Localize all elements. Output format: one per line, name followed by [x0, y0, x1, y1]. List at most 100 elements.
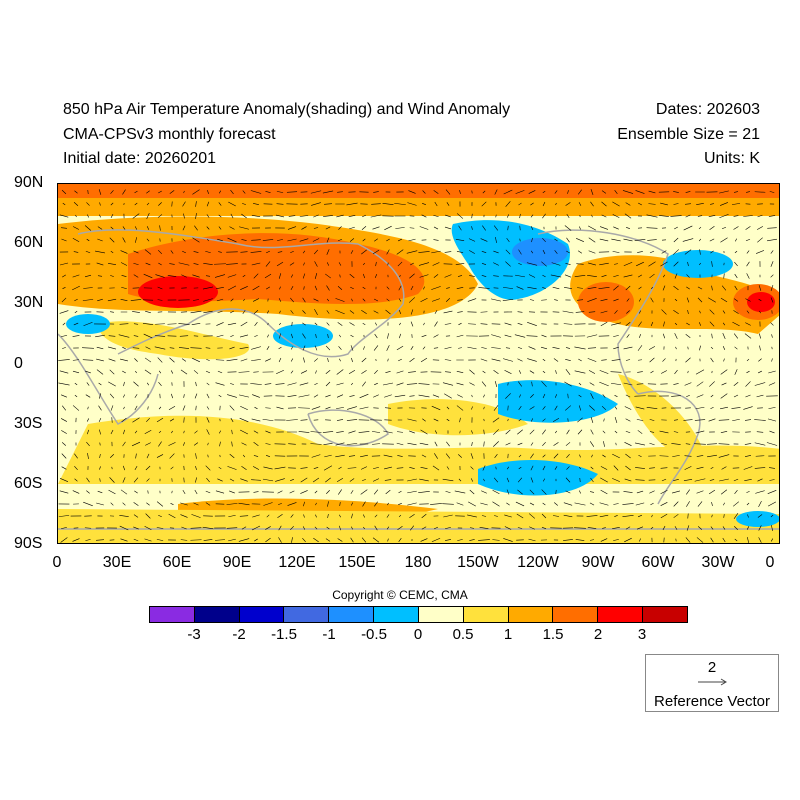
wind-vector — [158, 406, 162, 410]
wind-vector — [697, 501, 703, 507]
wind-vector — [290, 285, 294, 291]
eurasia-coast — [77, 229, 405, 358]
wind-vector — [554, 394, 558, 398]
wind-vector — [588, 237, 596, 243]
wind-vector — [83, 287, 93, 289]
wind-vector — [290, 370, 294, 374]
wind-vector — [615, 442, 617, 446]
wind-vector — [490, 298, 502, 302]
map-subtitle: CMA-CPSv3 monthly forecast — [63, 126, 276, 143]
wind-vector — [756, 431, 764, 433]
wind-vector — [503, 287, 513, 289]
wind-vector — [434, 453, 438, 459]
wind-vector — [502, 299, 514, 301]
wind-vector — [120, 489, 128, 495]
wind-vector — [457, 539, 463, 541]
wind-vector — [722, 310, 726, 314]
wind-vector — [554, 405, 558, 411]
wind-vector — [720, 431, 728, 433]
wind-vector — [542, 478, 546, 482]
wind-vector — [195, 381, 197, 387]
wind-vector — [262, 418, 274, 422]
wind-vector — [374, 273, 378, 279]
wind-vector — [686, 525, 690, 531]
wind-vector — [530, 453, 534, 459]
wind-vector — [734, 538, 738, 542]
wind-vector — [122, 465, 126, 471]
wind-vector — [168, 442, 176, 446]
wind-vector — [119, 358, 129, 362]
wind-vector — [217, 370, 223, 374]
wind-vector — [299, 215, 309, 217]
wind-vector — [336, 478, 344, 482]
wind-vector — [119, 515, 129, 517]
colorbar-swatch — [239, 607, 285, 622]
wind-vector — [86, 490, 90, 494]
wind-vector — [277, 251, 283, 253]
wind-vector — [695, 369, 705, 375]
wind-vector — [82, 359, 94, 361]
wind-vector — [314, 308, 318, 316]
wind-vector — [59, 478, 69, 482]
wind-vector — [696, 537, 704, 543]
wind-vector — [226, 263, 238, 265]
wind-vector — [711, 501, 713, 507]
wind-vector — [599, 514, 609, 518]
wind-vector — [709, 309, 715, 315]
wind-vector — [542, 502, 546, 506]
wind-vector — [362, 322, 366, 326]
wind-vector — [554, 430, 558, 434]
wind-vector — [229, 346, 235, 350]
wind-vector — [602, 454, 606, 458]
wind-vector — [336, 394, 344, 398]
wind-vector — [600, 321, 608, 327]
wind-vector — [171, 490, 173, 494]
wind-vector — [745, 238, 751, 242]
wind-vector — [123, 429, 125, 435]
wind-vector — [469, 527, 475, 529]
wind-vector — [335, 442, 345, 446]
wind-vector — [673, 383, 679, 385]
wind-vector — [59, 310, 69, 314]
wind-vector — [745, 226, 751, 230]
wind-vector — [409, 514, 415, 518]
wind-vector — [335, 309, 345, 315]
wind-vector — [514, 334, 526, 338]
wind-vector — [626, 334, 630, 338]
wind-vector — [240, 321, 248, 327]
wind-vector — [275, 383, 285, 385]
wind-vector — [454, 490, 466, 494]
wind-vector — [59, 490, 69, 494]
wind-vector — [74, 310, 78, 314]
wind-vector — [768, 370, 776, 374]
wind-vector — [254, 538, 258, 542]
wind-vector — [745, 394, 751, 398]
wind-vector — [238, 538, 250, 542]
wind-vector — [111, 466, 113, 470]
wind-vector — [419, 274, 429, 278]
wind-vector — [279, 333, 281, 339]
wind-vector — [385, 489, 391, 495]
wind-vector — [459, 417, 461, 423]
wind-vector — [506, 466, 510, 470]
wind-vector — [746, 310, 750, 314]
wind-vector — [242, 454, 246, 458]
wind-vector — [72, 285, 80, 291]
wind-vector — [287, 238, 297, 242]
wind-vector — [205, 275, 211, 277]
wind-vector — [61, 453, 67, 459]
wind-vector — [326, 262, 330, 266]
wind-vector — [373, 310, 379, 314]
wind-vector — [215, 490, 225, 494]
wind-vector — [228, 538, 236, 542]
wind-vector — [385, 309, 391, 315]
wind-vector — [505, 347, 511, 349]
wind-vector — [252, 298, 260, 302]
wind-vector — [564, 225, 572, 231]
wind-vector — [718, 443, 730, 445]
wind-vector — [154, 335, 166, 337]
wind-vector — [98, 405, 102, 411]
wind-vector — [446, 466, 450, 470]
wind-vector — [325, 369, 331, 375]
wind-vector — [394, 202, 406, 206]
